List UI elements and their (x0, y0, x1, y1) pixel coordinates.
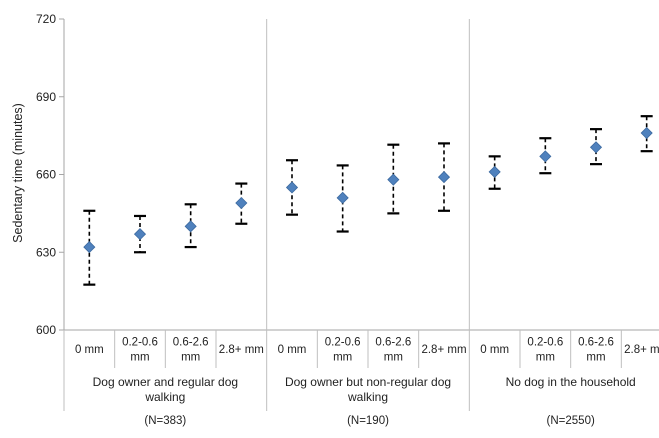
data-point (336, 191, 349, 204)
x-category-label: 2.8+ mm (219, 344, 264, 356)
y-tick-label: 690 (36, 90, 56, 104)
data-point (387, 173, 400, 186)
x-category-label: 0.6-2.6 mm (578, 337, 614, 364)
x-category-label: 2.8+ mm (624, 344, 659, 356)
x-category-label: 0.2-0.6 mm (527, 337, 563, 364)
data-point (285, 181, 299, 194)
x-category-label: 0 mm (75, 344, 104, 356)
data-point (235, 196, 248, 210)
data-point (133, 228, 147, 241)
data-point (488, 165, 501, 178)
group-label: Dog owner and regular dog walking (93, 375, 238, 404)
group-n-label: (N=2550) (547, 415, 595, 427)
x-category-label: 2.8+ mm (421, 344, 466, 356)
data-point (437, 171, 451, 184)
data-point (83, 241, 96, 254)
group-label: Dog owner but non-regular dog walking (285, 375, 451, 404)
x-category-label: 0.6-2.6 mm (173, 337, 209, 364)
data-point (539, 150, 552, 163)
x-category-label: 0.2-0.6 mm (325, 337, 361, 364)
data-point (184, 220, 197, 233)
x-category-label: 0.2-0.6 mm (122, 337, 158, 364)
data-point (589, 141, 603, 154)
group-n-label: (N=190) (347, 415, 389, 427)
x-category-label: 0 mm (278, 344, 307, 356)
y-axis-title: Sedentary time (minutes) (11, 103, 25, 243)
y-tick-label: 660 (36, 168, 56, 182)
x-category-label: 0 mm (480, 344, 509, 356)
x-category-label: 0.6-2.6 mm (375, 337, 411, 364)
data-point (640, 126, 653, 140)
y-tick-label: 600 (36, 323, 56, 337)
group-n-label: (N=383) (144, 415, 186, 427)
group-label: No dog in the household (506, 375, 636, 389)
y-tick-label: 630 (36, 245, 56, 259)
y-tick-label: 720 (36, 12, 56, 26)
